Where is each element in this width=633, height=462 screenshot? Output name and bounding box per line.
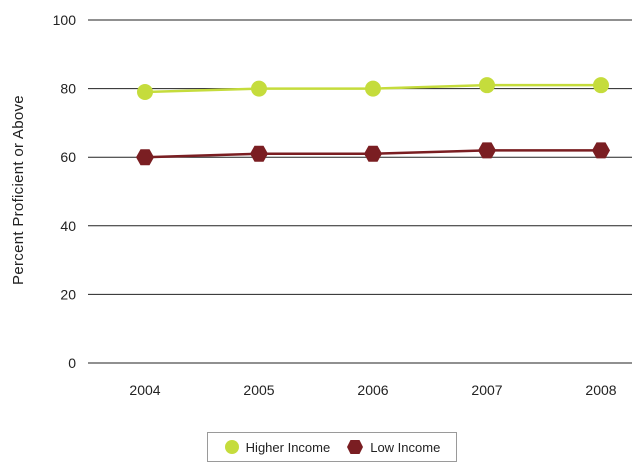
y-tick-label: 40 [60,218,76,234]
y-tick-label: 80 [60,81,76,97]
data-point [364,145,382,162]
line-chart: 0 20 40 60 80 100 2004 2005 2006 2007 2008 Percen… [10,12,632,398]
grid-lines [88,19,632,364]
y-tick-label: 60 [60,149,76,165]
data-point [592,142,610,159]
x-tick-label: 2007 [471,382,502,398]
data-point [365,80,381,97]
data-point [136,149,154,166]
y-tick-label: 0 [68,355,76,371]
series-higher-income [137,77,609,101]
series-group [136,77,610,166]
y-tick-label: 20 [60,286,76,302]
data-point [250,145,268,162]
data-point [137,84,153,101]
series-low-income [136,142,610,166]
data-point [478,142,496,159]
legend-item-low-income: Low Income [346,439,440,455]
legend-label: Higher Income [245,439,331,455]
x-tick-label: 2005 [243,382,274,398]
data-point [251,80,267,97]
data-point [593,77,609,94]
x-tick-label: 2006 [357,382,388,398]
legend: Higher Income Low Income [207,432,457,462]
circle-marker-icon [224,440,239,454]
hexagon-marker-icon [347,440,364,454]
legend-label: Low Income [370,439,441,455]
y-tick-labels: 0 20 40 60 80 100 [53,12,77,371]
x-tick-label: 2008 [585,382,616,398]
y-axis-label: Percent Proficient or Above [10,95,27,285]
legend-item-higher-income: Higher Income [224,439,331,455]
x-tick-label: 2004 [129,382,160,398]
x-tick-labels: 2004 2005 2006 2007 2008 [129,382,616,398]
data-point [479,77,495,94]
y-tick-label: 100 [53,12,77,28]
